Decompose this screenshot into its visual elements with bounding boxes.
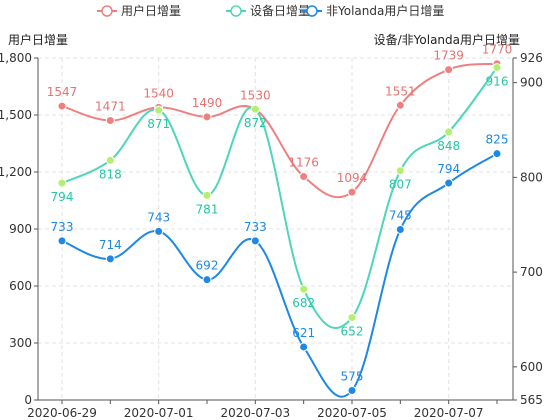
x-axis-tick-label: 2020-07-03: [220, 406, 290, 420]
legend-item[interactable]: 设备日增量: [226, 4, 310, 18]
legend-marker: [230, 5, 242, 17]
right-axis-tick-label: 926: [520, 51, 543, 65]
data-point: [105, 155, 115, 165]
series: [57, 59, 502, 398]
data-point: [299, 172, 309, 182]
left-axis-tick-label: 0: [24, 393, 32, 407]
data-point: [395, 166, 405, 176]
legend-label: 非Yolanda用户日增量: [326, 3, 444, 18]
data-label: 1094: [337, 171, 368, 185]
data-label: 1471: [95, 100, 126, 114]
data-point: [202, 190, 212, 200]
data-point: [202, 275, 212, 285]
data-label: 825: [486, 133, 509, 147]
data-point: [347, 187, 357, 197]
data-label: 743: [147, 210, 170, 224]
legend-item[interactable]: 非Yolanda用户日增量: [302, 3, 444, 18]
data-point: [57, 178, 67, 188]
left-axis-tick-label: 1,200: [0, 165, 32, 179]
data-point: [492, 149, 502, 159]
axes: 0 300 600 900 1,200 1,500 1,800 565 600 700 800 900…: [0, 32, 543, 420]
data-label: 652: [341, 325, 364, 339]
data-label: 1739: [433, 49, 464, 63]
x-axis-tick-label: 2020-07-01: [124, 406, 194, 420]
data-label: 794: [437, 162, 460, 176]
left-axis-tick-label: 1,500: [0, 108, 32, 122]
data-label: 807: [389, 178, 412, 192]
x-axis-tick-label: 2020-07-05: [317, 406, 387, 420]
series-line: [61, 152, 498, 398]
data-point: [444, 65, 454, 75]
x-axis-tick-label: 2020-07-07: [414, 406, 484, 420]
data-point: [57, 236, 67, 246]
left-axis-tick-label: 900: [9, 222, 32, 236]
left-axis-tick-label: 300: [9, 336, 32, 350]
right-axis-tick-label: 800: [520, 170, 543, 184]
data-point: [154, 105, 164, 115]
data-label: 733: [51, 220, 74, 234]
data-point: [444, 178, 454, 188]
data-labels: 1547 1471 1540 1490 1530 1176 1094 1551 1739 1770…: [47, 43, 513, 384]
left-axis-title: 用户日增量: [8, 32, 68, 47]
data-label: 1547: [47, 85, 78, 99]
series-line: [61, 66, 498, 329]
data-label: 733: [244, 220, 267, 234]
data-label: 1530: [240, 88, 271, 102]
data-label: 872: [244, 116, 267, 130]
data-label: 1551: [385, 84, 416, 98]
right-axis-tick-label: 565: [520, 393, 543, 407]
right-axis-title: 设备/非Yolanda用户日增量: [374, 32, 520, 47]
legend[interactable]: 用户日增量 设备日增量 非Yolanda用户日增量: [97, 3, 444, 18]
legend-marker: [306, 5, 318, 17]
right-axis-tick-label: 900: [520, 76, 543, 90]
data-point: [299, 284, 309, 294]
data-point: [154, 226, 164, 236]
data-label: 692: [196, 259, 219, 273]
data-point: [105, 254, 115, 264]
data-label: 1176: [288, 156, 319, 170]
data-point: [395, 100, 405, 110]
data-point: [347, 386, 357, 396]
data-point: [202, 112, 212, 122]
data-point: [299, 342, 309, 352]
data-label: 916: [486, 74, 509, 88]
right-axis-tick-label: 700: [520, 265, 543, 279]
data-label: 575: [341, 370, 364, 384]
legend-item[interactable]: 用户日增量: [97, 3, 181, 18]
data-point: [105, 116, 115, 126]
data-label: 781: [196, 202, 219, 216]
left-axis-tick-label: 600: [9, 279, 32, 293]
data-label: 1490: [192, 96, 223, 110]
data-label: 621: [292, 326, 315, 340]
data-label: 1540: [143, 86, 174, 100]
data-label: 745: [389, 208, 412, 222]
data-label: 682: [292, 296, 315, 310]
data-point: [347, 313, 357, 323]
legend-label: 用户日增量: [121, 3, 181, 18]
data-point: [444, 127, 454, 137]
legend-label: 设备日增量: [250, 4, 310, 18]
data-point: [250, 104, 260, 114]
series-line: [61, 62, 498, 199]
data-point: [250, 236, 260, 246]
data-point: [492, 62, 502, 72]
right-axis-tick-label: 600: [520, 360, 543, 374]
data-point: [57, 101, 67, 111]
data-label: 818: [99, 167, 122, 181]
data-label: 1770: [482, 43, 513, 57]
legend-marker: [101, 5, 113, 17]
x-axis-tick-label: 2020-06-29: [27, 406, 97, 420]
data-label: 714: [99, 238, 122, 252]
data-point: [395, 224, 405, 234]
data-label: 794: [51, 190, 74, 204]
left-axis-tick-label: 1,800: [0, 51, 32, 65]
data-label: 848: [437, 139, 460, 153]
data-label: 871: [147, 117, 170, 131]
